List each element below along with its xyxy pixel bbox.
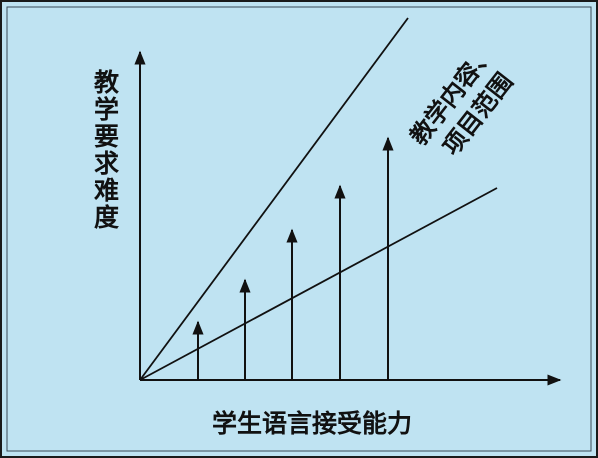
inner-frame	[6, 6, 592, 452]
lower-line	[139, 187, 498, 381]
upper-line	[139, 17, 409, 381]
y-axis-label: 教学要求难度	[91, 69, 120, 231]
lines	[139, 17, 498, 381]
axes	[134, 50, 562, 386]
x-axis-label: 学生语言接受能力	[212, 409, 412, 438]
vertical-arrows	[192, 136, 394, 380]
